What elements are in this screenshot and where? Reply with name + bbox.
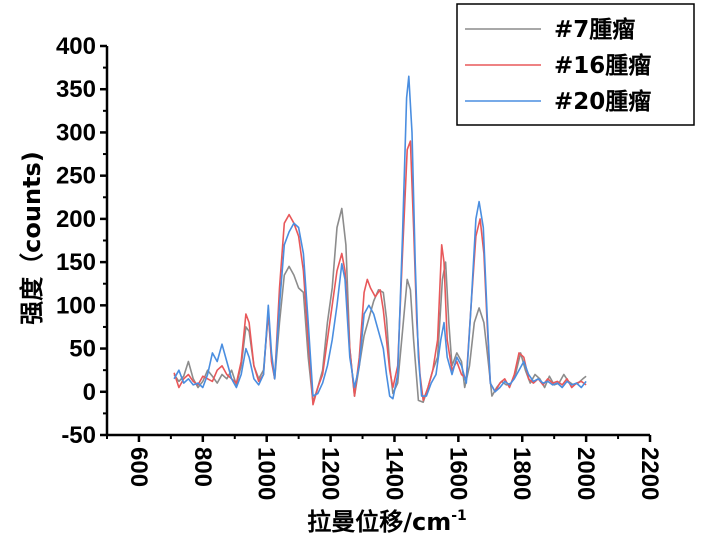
x-tick-label: 600: [125, 447, 152, 487]
x-axis-title: 拉曼位移/cm-1: [307, 508, 467, 536]
y-tick-label: 100: [56, 292, 96, 319]
series-line-3: [173, 75, 587, 400]
x-tick-label: 2000: [572, 447, 599, 500]
x-tick-label: 1800: [508, 447, 535, 500]
y-tick-label: 0: [83, 379, 96, 406]
legend-label-3: #20腫瘤: [554, 88, 651, 115]
axes: -50 0 50 100 150 200 250 300 350 400 600 800 1000 120…: [56, 33, 663, 500]
legend-label-2: #16腫瘤: [554, 52, 651, 79]
y-tick-label: 300: [56, 119, 96, 146]
legend: #7腫瘤 #16腫瘤 #20腫瘤: [456, 3, 695, 126]
y-tick-label: 350: [56, 76, 96, 103]
x-tick-label: 1400: [380, 447, 407, 500]
x-tick-label: 2200: [636, 447, 663, 500]
x-tick-label: 1600: [444, 447, 471, 500]
x-tick-label: 800: [189, 447, 216, 487]
x-tick-label: 1200: [317, 447, 344, 500]
y-tick-label: 50: [69, 336, 96, 363]
x-axis-title-sup: -1: [451, 508, 467, 524]
series-line-1: [173, 207, 587, 403]
series-lines: [173, 75, 587, 406]
y-tick-label: 250: [56, 163, 96, 190]
y-axis-title: 强度（counts): [18, 151, 46, 325]
y-tick-label: 150: [56, 249, 96, 276]
y-tick-label: 200: [56, 206, 96, 233]
y-tick-label: -50: [61, 422, 96, 449]
x-axis-title-main: 拉曼位移/cm: [307, 508, 451, 536]
x-tick-label: 1000: [253, 447, 280, 500]
y-tick-label: 400: [56, 33, 96, 60]
legend-label-1: #7腫瘤: [554, 16, 635, 43]
